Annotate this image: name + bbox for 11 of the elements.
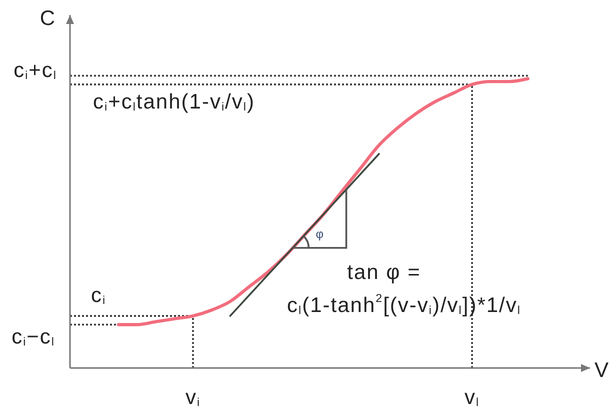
x-tick-label: v$_{l}$ xyxy=(464,386,480,409)
annotation: tan φ = xyxy=(347,260,421,284)
text: c$_{i}$+c$_{l}$tanh(1-v$_{i}$/v$_{l}$) xyxy=(93,90,255,114)
x-axis-title: V xyxy=(594,358,610,382)
text: c$_{l}$(1-tanh$^{2}$[(v-v$_{i}$)/v$_{l}$])*1/v$_{l}$ xyxy=(287,293,521,317)
x-tick-label: v$_{i}$ xyxy=(185,386,201,409)
y-axis-title: C xyxy=(40,6,56,30)
ref-line-label: c$_{i}$ xyxy=(91,283,106,307)
ref-line-label: c$_{i}$+c$_{l}$ xyxy=(14,58,57,82)
annotation: φ xyxy=(316,226,324,241)
ref-line-label: c$_{i}$−c$_{l}$ xyxy=(12,325,55,349)
